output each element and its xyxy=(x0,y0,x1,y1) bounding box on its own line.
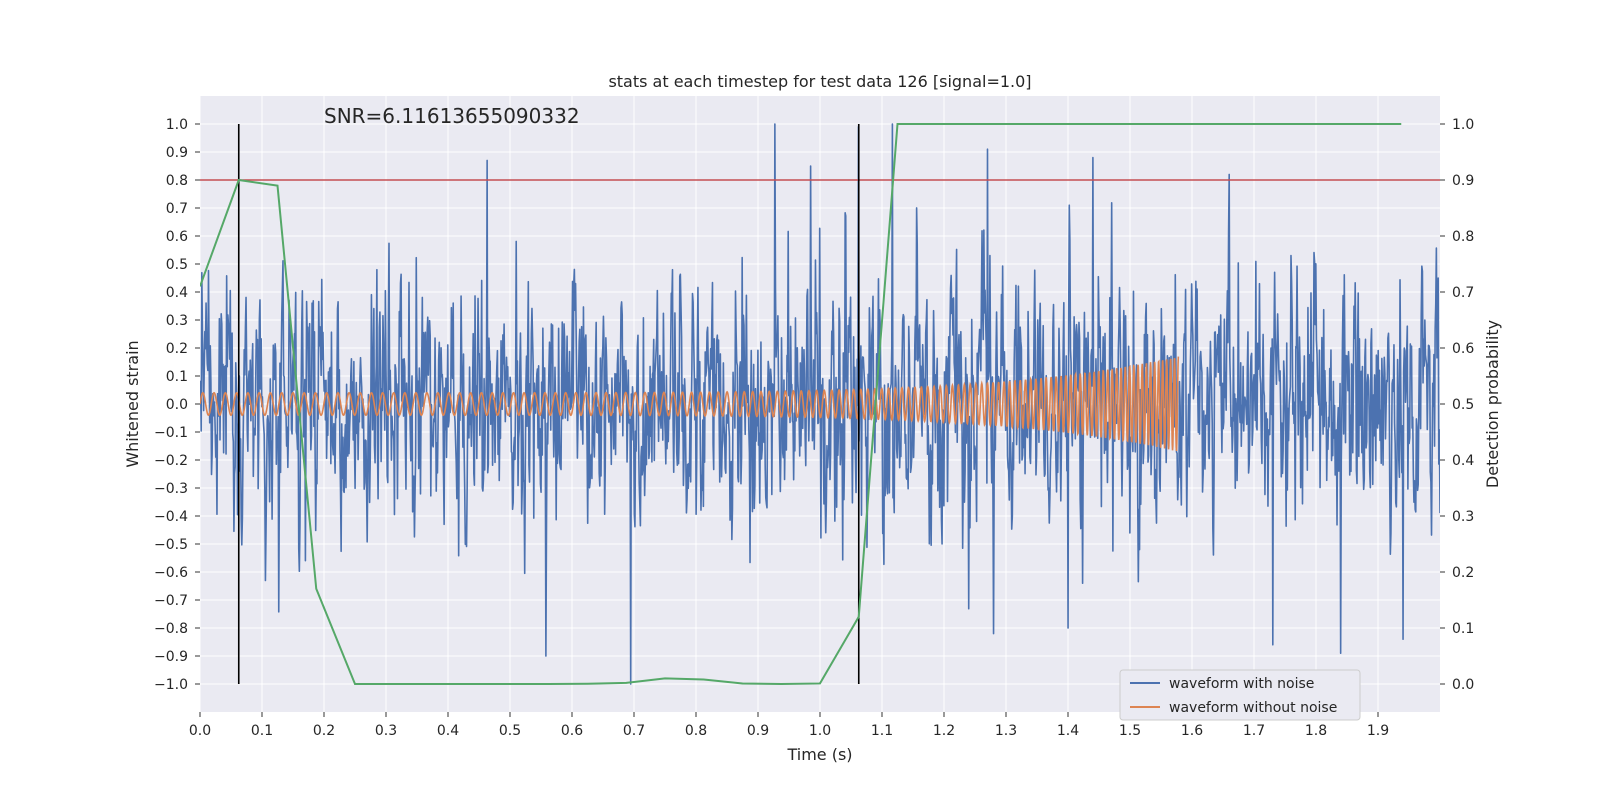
series-waveform-with-noise xyxy=(200,123,1440,685)
y-tick-label: −0.7 xyxy=(154,593,188,609)
y2-tick-label: 0.4 xyxy=(1452,453,1474,469)
legend-label-noise: waveform with noise xyxy=(1169,676,1314,692)
y-tick-label: 0.7 xyxy=(166,201,188,217)
chart-title: stats at each timestep for test data 126… xyxy=(608,72,1031,91)
y2-tick-label: 0.5 xyxy=(1452,397,1474,413)
legend-label-clean: waveform without noise xyxy=(1169,700,1337,716)
y-tick-label: 0.6 xyxy=(166,229,188,245)
y-tick-label: 0.0 xyxy=(166,397,188,413)
axes-layer: 0.0 0.1 0.2 0.3 0.4 0.5 0.6 0.7 0.8 0.9 1.0 1.1 1.2 1… xyxy=(154,117,1474,739)
x-tick-label: 0.4 xyxy=(437,723,459,739)
legend: waveform with noise waveform without noi… xyxy=(1119,669,1361,721)
x-tick-label: 0.7 xyxy=(623,723,645,739)
y-tick-label: 0.2 xyxy=(166,341,188,357)
y2-tick-label: 0.0 xyxy=(1452,677,1474,693)
y2-tick-label: 0.2 xyxy=(1452,565,1474,581)
x-tick-label: 0.3 xyxy=(375,723,397,739)
y2-tick-label: 0.3 xyxy=(1452,509,1474,525)
x-tick-label: 1.4 xyxy=(1057,723,1079,739)
series-detection-probability xyxy=(200,123,1402,686)
y-tick-label: −0.9 xyxy=(154,649,188,665)
y-tick-label: −0.1 xyxy=(154,425,188,441)
y2-tick-label: 0.6 xyxy=(1452,341,1474,357)
x-tick-label: 0.0 xyxy=(189,723,211,739)
x-tick-label: 1.0 xyxy=(809,723,831,739)
y-tick-label: 0.3 xyxy=(166,313,188,329)
y2-tick-label: 0.1 xyxy=(1452,621,1474,637)
y2-tick-label: 1.0 xyxy=(1452,117,1474,133)
legend-box xyxy=(1119,669,1361,721)
y2-axis-label: Detection probability xyxy=(1483,320,1502,488)
x-tick-label: 0.8 xyxy=(685,723,707,739)
series-waveform-without-noise xyxy=(200,356,1180,452)
x-tick-label: 0.1 xyxy=(251,723,273,739)
y-tick-label: 0.9 xyxy=(166,145,188,161)
series-layer xyxy=(200,123,1440,685)
y-tick-label: −0.4 xyxy=(154,509,188,525)
y-tick-label: 0.8 xyxy=(166,173,188,189)
y-tick-label: 0.1 xyxy=(166,369,188,385)
x-tick-label: 0.2 xyxy=(313,723,335,739)
y-axis-label: Whitened strain xyxy=(123,340,142,467)
y2-tick-label: 0.8 xyxy=(1452,229,1474,245)
x-tick-label: 1.1 xyxy=(871,723,893,739)
y-tick-label: −0.6 xyxy=(154,565,188,581)
snr-annotation: SNR=6.11613655090332 xyxy=(324,104,580,128)
overlay-layer xyxy=(200,123,1440,686)
y2-tick-label: 0.9 xyxy=(1452,173,1474,189)
y-tick-label: −1.0 xyxy=(154,677,188,693)
y-tick-label: 0.4 xyxy=(166,285,188,301)
y-tick-label: −0.5 xyxy=(154,537,188,553)
x-tick-label: 0.5 xyxy=(499,723,521,739)
x-tick-label: 1.6 xyxy=(1181,723,1203,739)
y-tick-label: −0.8 xyxy=(154,621,188,637)
y-tick-label: −0.3 xyxy=(154,481,188,497)
y2-tick-label: 0.7 xyxy=(1452,285,1474,301)
x-tick-label: 1.9 xyxy=(1367,723,1389,739)
x-tick-label: 1.3 xyxy=(995,723,1017,739)
x-axis-label: Time (s) xyxy=(786,745,852,764)
y-tick-label: 1.0 xyxy=(166,117,188,133)
x-tick-label: 1.2 xyxy=(933,723,955,739)
y-tick-label: 0.5 xyxy=(166,257,188,273)
x-tick-label: 0.9 xyxy=(747,723,769,739)
x-tick-label: 0.6 xyxy=(561,723,583,739)
x-tick-label: 1.7 xyxy=(1243,723,1265,739)
y-tick-label: −0.2 xyxy=(154,453,188,469)
x-tick-label: 1.8 xyxy=(1305,723,1327,739)
x-tick-label: 1.5 xyxy=(1119,723,1141,739)
